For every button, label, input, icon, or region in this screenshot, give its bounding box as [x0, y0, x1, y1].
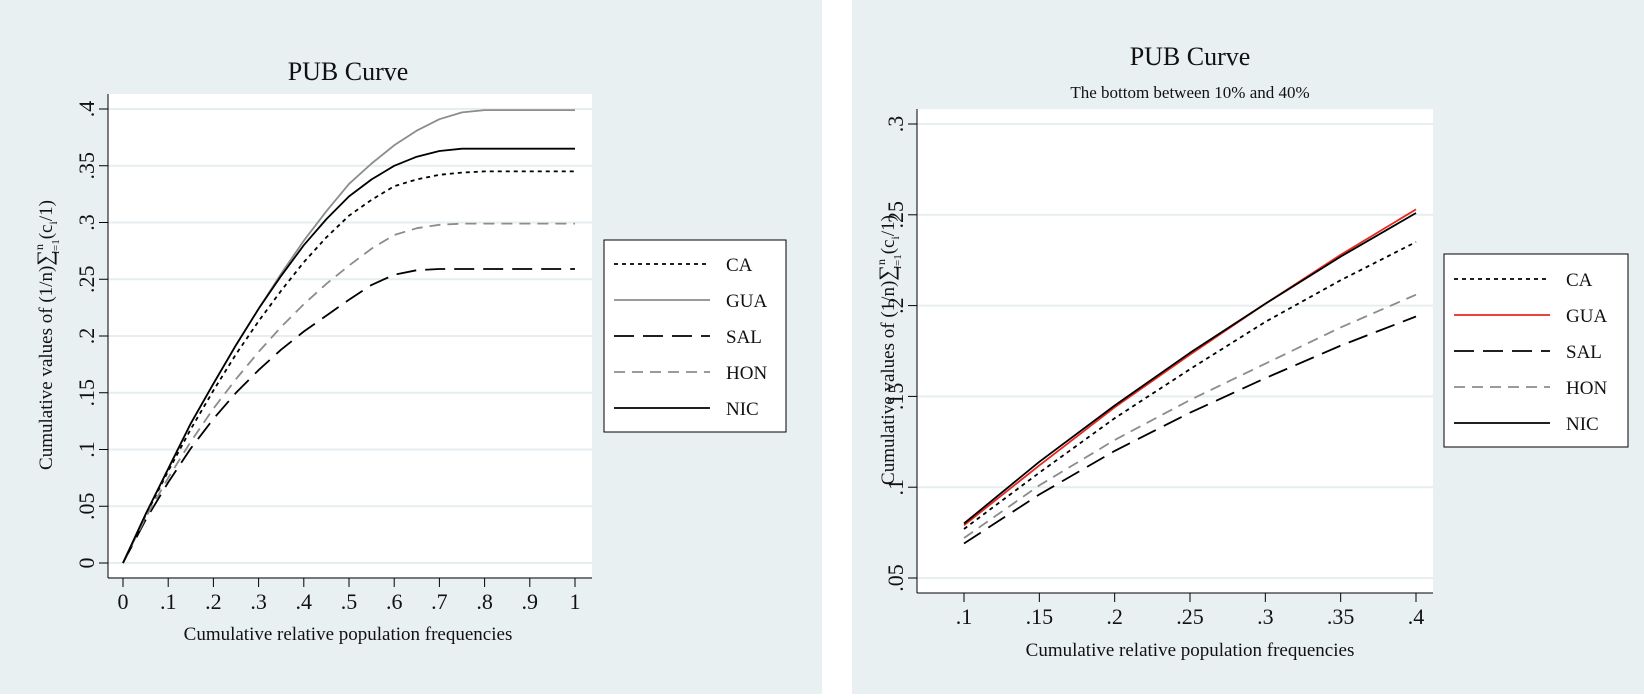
y-tick-label: 0 [74, 558, 99, 569]
legend [1443, 253, 1629, 448]
y-tick-label: .05 [74, 493, 99, 521]
legend-label-ca: CA [726, 255, 753, 276]
series-line-sal [122, 268, 575, 564]
x-tick-label: .15 [1026, 604, 1054, 629]
y-tick-label: .3 [883, 116, 908, 133]
legend-label-hon: HON [1566, 378, 1607, 399]
x-tick-label: .9 [522, 589, 539, 614]
x-tick-label: .4 [296, 589, 313, 614]
y-tick-label: .15 [883, 383, 908, 411]
x-tick-label: .35 [1327, 604, 1355, 629]
y-tick-label: .25 [883, 201, 908, 229]
chart-right: PUB Curve The bottom between 10% and 40%… [874, 42, 1629, 661]
x-tick-label: .3 [250, 589, 267, 614]
legend-label-hon: HON [726, 363, 767, 384]
x-axis-label: Cumulative relative population frequenci… [184, 624, 513, 645]
x-axis-label: Cumulative relative population frequenci… [1026, 640, 1355, 661]
x-tick-label: .2 [205, 589, 222, 614]
legend-label-sal: SAL [1566, 342, 1602, 363]
x-tick-label: .8 [476, 589, 493, 614]
y-tick-label: .35 [74, 152, 99, 180]
y-tick-label: .3 [74, 214, 99, 231]
legend-label-nic: NIC [1566, 414, 1599, 435]
series-line-ca [963, 241, 1417, 530]
y-axis-label: Cumulative values of (1/n)∑n i=1(ci/1) [32, 200, 62, 470]
x-tick-label: .2 [1106, 604, 1123, 629]
legend-label-ca: CA [1566, 270, 1593, 291]
series-line-sal [963, 315, 1417, 545]
svg-text:Cumulative values of (1/n)∑ni=: Cumulative values of (1/n)∑n i=1(ci/1) [32, 200, 62, 470]
y-tick-label: .15 [74, 379, 99, 407]
series-line-nic [963, 212, 1417, 525]
series-line-ca [122, 170, 575, 564]
legend-label-sal: SAL [726, 327, 762, 348]
x-tick-label: .6 [386, 589, 403, 614]
x-tick-label: 1 [570, 589, 581, 614]
x-tick-label: .4 [1408, 604, 1425, 629]
y-tick-label: .1 [74, 441, 99, 458]
y-tick-label: .2 [74, 328, 99, 345]
chart-title: PUB Curve [288, 57, 409, 86]
series-line-nic [122, 147, 575, 564]
y-tick-label: .25 [74, 266, 99, 294]
y-tick-label: .2 [883, 297, 908, 314]
y-axis-label: Cumulative values of (1/n)∑n i=1(ci/1) [874, 215, 904, 485]
x-tick-label: .1 [956, 604, 973, 629]
legend-label-gua: GUA [726, 291, 767, 312]
x-tick-label: .3 [1257, 604, 1274, 629]
series-line-hon [963, 293, 1417, 539]
y-tick-label: .4 [74, 101, 99, 118]
series-line-hon [122, 222, 575, 564]
x-tick-label: .25 [1176, 604, 1204, 629]
chart-left: PUB Curve Cumulative relative population… [32, 57, 787, 645]
legend [603, 239, 787, 433]
chart-title: PUB Curve [1130, 42, 1251, 71]
x-tick-label: .5 [341, 589, 358, 614]
legend-label-gua: GUA [1566, 306, 1607, 327]
y-tick-label: .05 [883, 564, 908, 592]
svg-text:Cumulative values of (1/n)∑ni=: Cumulative values of (1/n)∑n i=1(ci/1) [874, 215, 904, 485]
chart-subtitle: The bottom between 10% and 40% [1070, 83, 1309, 102]
y-tick-label: .1 [883, 479, 908, 496]
plot-area [917, 109, 1433, 593]
series-line-gua [963, 208, 1417, 527]
x-tick-label: .1 [160, 589, 177, 614]
x-tick-label: .7 [431, 589, 448, 614]
x-tick-label: 0 [118, 589, 129, 614]
legend-label-nic: NIC [726, 399, 759, 420]
